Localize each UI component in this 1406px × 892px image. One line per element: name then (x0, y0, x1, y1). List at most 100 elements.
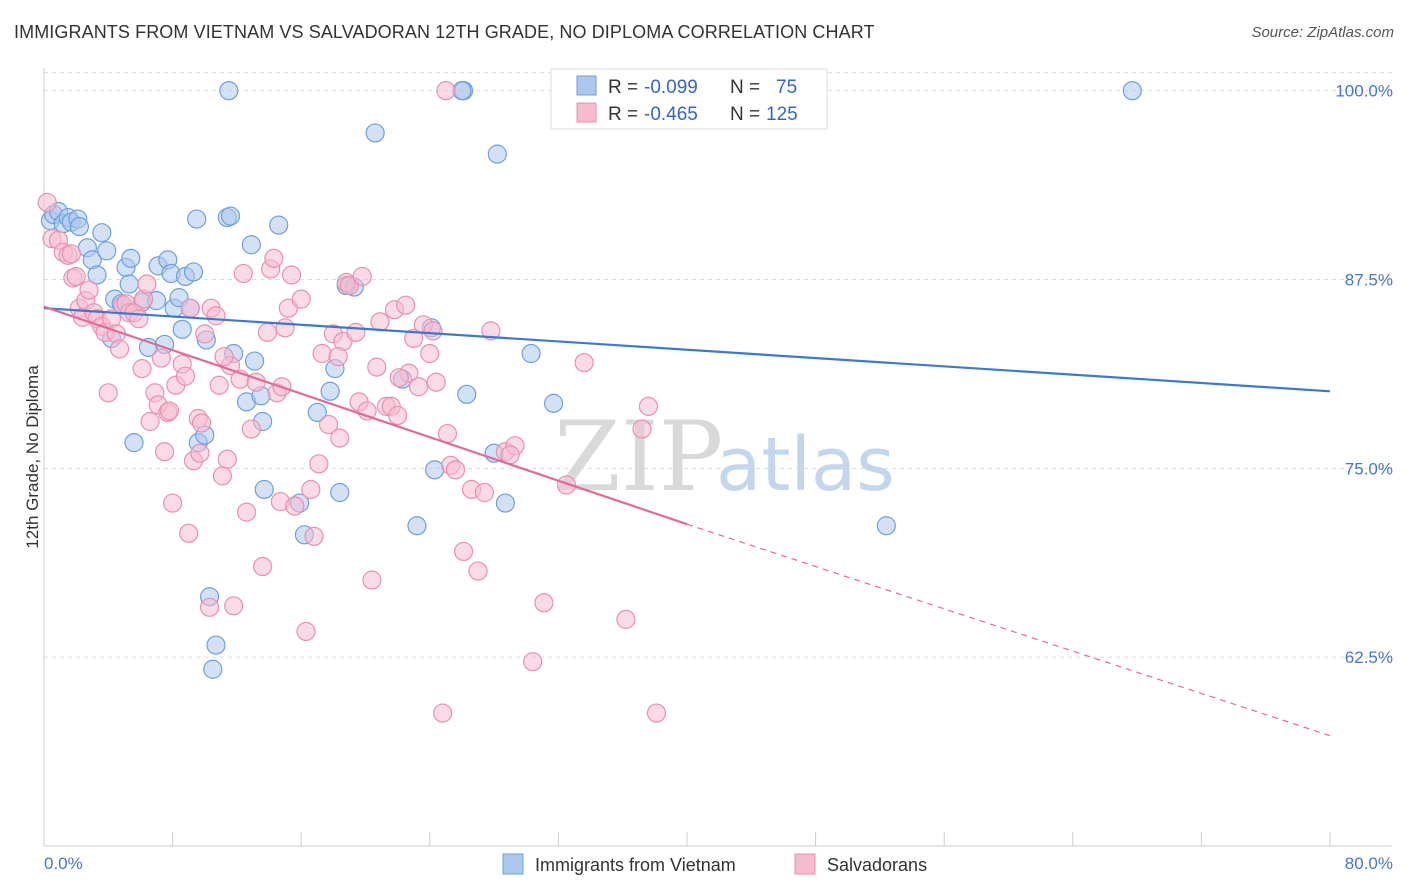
point-salvadoran (638, 396, 659, 416)
source-label: Source: ZipAtlas.com (1251, 24, 1394, 41)
point-salvadoran (253, 556, 273, 577)
point-vietnam (97, 241, 117, 261)
point-salvadoran (129, 309, 149, 329)
point-salvadoran (154, 442, 175, 462)
y-tick-labels: 62.5% 75.0% 87.5% 100.0% (1335, 82, 1393, 668)
chart-title: IMMIGRANTS FROM VIETNAM VS SALVADORAN 12… (14, 22, 875, 42)
point-salvadoran (275, 318, 295, 338)
point-salvadoran (281, 265, 302, 285)
point-salvadoran (61, 244, 81, 264)
point-salvadoran (236, 502, 257, 522)
point-salvadoran (370, 312, 390, 332)
legend-swatch-vietnam (502, 853, 524, 875)
point-salvadoran (312, 343, 332, 364)
point-salvadoran (632, 419, 652, 439)
point-vietnam (241, 235, 261, 255)
point-vietnam (172, 319, 192, 339)
point-vietnam (876, 516, 896, 536)
point-salvadoran (151, 348, 171, 368)
point-salvadoran (190, 443, 210, 463)
point-vietnam (203, 659, 223, 679)
point-salvadoran (195, 324, 215, 344)
point-salvadoran (556, 475, 577, 495)
point-vietnam (92, 223, 112, 243)
stats-n-label-vietnam: N = (730, 77, 760, 98)
point-salvadoran (616, 609, 636, 629)
trend-line-salvadoran (43, 305, 688, 526)
point-vietnam (1122, 81, 1142, 101)
point-salvadoran (474, 482, 495, 503)
point-salvadoran (224, 596, 244, 616)
point-salvadoran (285, 496, 305, 516)
point-salvadoran (109, 339, 130, 359)
y-tick-label: 87.5% (1345, 270, 1393, 289)
point-vietnam (495, 493, 515, 513)
watermark-zip: ZIP (554, 401, 723, 513)
point-salvadoran (206, 306, 226, 326)
point-salvadoran (217, 449, 237, 469)
point-salvadoran (481, 321, 501, 341)
stats-r-salvadoran: -0.465 (644, 104, 698, 125)
point-salvadoran (404, 328, 424, 349)
point-salvadoran (437, 423, 458, 444)
stats-n-label-salvadoran: N = (730, 104, 760, 125)
x-tick-label-min: 0.0% (44, 854, 83, 873)
point-salvadoran (423, 321, 443, 341)
point-vietnam (407, 516, 427, 536)
point-salvadoran (140, 411, 160, 432)
point-vietnam (521, 343, 541, 364)
point-salvadoran (304, 526, 324, 546)
point-vietnam (457, 384, 477, 404)
point-vietnam (183, 262, 204, 282)
y-tick-label: 62.5% (1345, 648, 1393, 667)
point-vietnam (124, 433, 144, 453)
point-salvadoran (37, 192, 57, 213)
legend-label-salvadoran: Salvadorans (827, 855, 927, 875)
y-tick-label: 75.0% (1345, 459, 1393, 478)
point-salvadoran (209, 375, 229, 395)
point-salvadoran (453, 541, 474, 562)
point-salvadoran (318, 414, 339, 435)
point-salvadoran (98, 383, 118, 403)
trend-line-vietnam (43, 307, 1331, 393)
point-salvadoran (241, 419, 261, 439)
stats-n-salvadoran: 125 (766, 104, 798, 125)
watermark: ZIP atlas (554, 401, 895, 513)
point-salvadoran (309, 454, 329, 474)
stats-swatch-vietnam (576, 75, 597, 96)
trend-layer (43, 305, 1331, 737)
point-salvadoran (534, 593, 554, 613)
stats-legend-box (550, 68, 828, 130)
point-vietnam (87, 265, 107, 285)
stats-r-vietnam: -0.099 (644, 77, 698, 98)
point-salvadoran (389, 368, 409, 388)
point-vietnam (320, 381, 340, 401)
stats-swatch-salvadoran (576, 102, 597, 123)
point-vietnam (220, 206, 241, 226)
points-layer (37, 81, 1142, 723)
point-salvadoran (233, 263, 253, 284)
point-vietnam (365, 123, 385, 143)
legend-label-vietnam: Immigrants from Vietnam (535, 855, 736, 875)
point-vietnam (206, 635, 226, 655)
point-salvadoran (132, 359, 152, 379)
point-salvadoran (408, 377, 429, 397)
point-vietnam (244, 351, 265, 371)
point-salvadoran (180, 298, 200, 318)
point-vietnam (219, 81, 239, 101)
point-vietnam (487, 144, 507, 164)
trend-line-salvadoran-extension (686, 523, 1331, 737)
point-salvadoran (328, 346, 348, 367)
point-salvadoran (66, 266, 86, 287)
stats-r-label-vietnam: R = (608, 77, 638, 98)
point-salvadoran (212, 466, 233, 486)
point-salvadoran (362, 570, 382, 590)
point-vietnam (543, 393, 564, 413)
point-salvadoran (436, 81, 456, 101)
point-salvadoran (163, 493, 183, 513)
point-salvadoran (257, 322, 278, 342)
stats-r-label-salvadoran: R = (608, 104, 638, 125)
point-salvadoran (175, 366, 196, 386)
point-salvadoran (199, 597, 220, 617)
